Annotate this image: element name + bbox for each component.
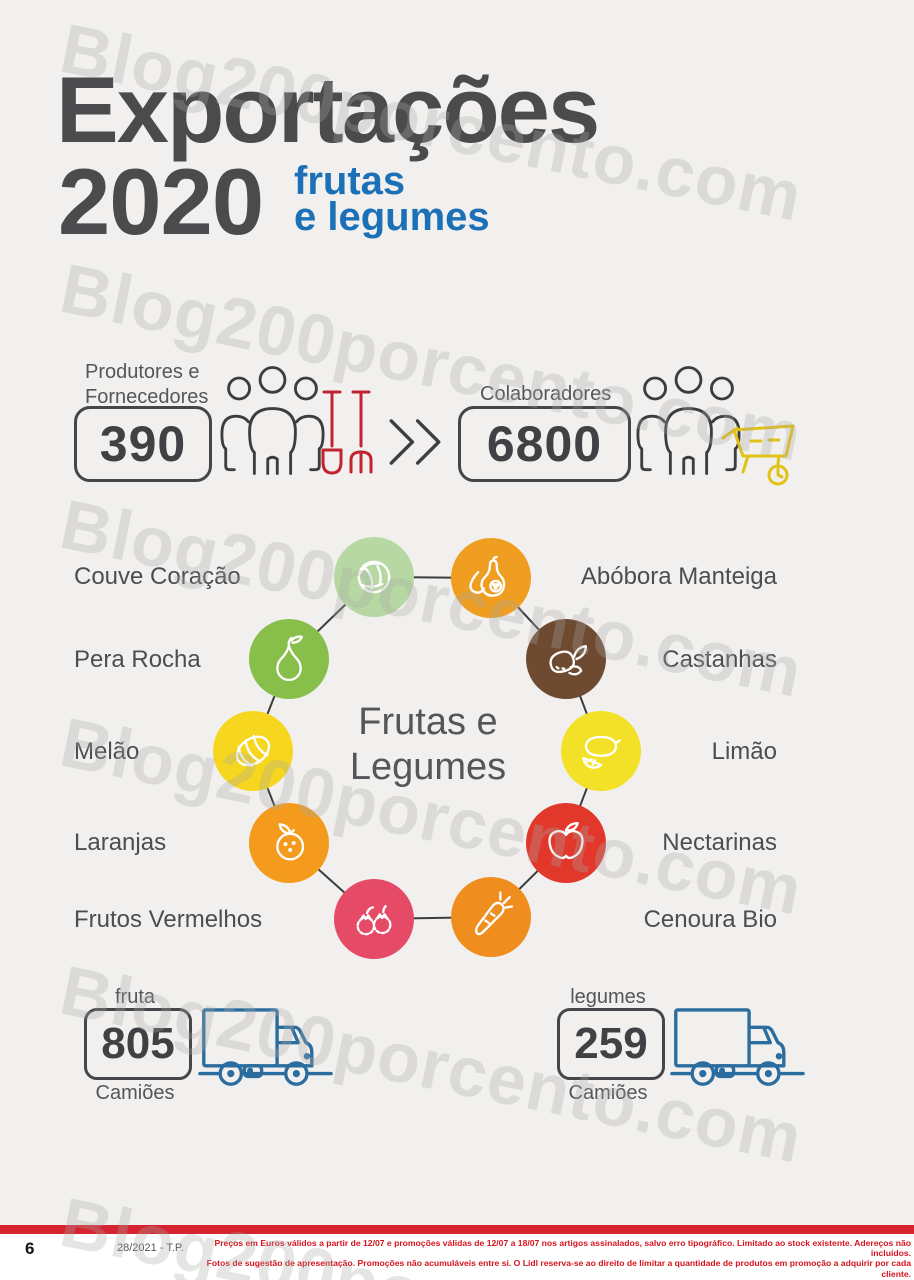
wheel-item-label: Cenoura Bio bbox=[643, 906, 777, 933]
wheel-item-label: Pera Rocha bbox=[74, 646, 201, 673]
page-title-year: 2020 bbox=[58, 149, 264, 254]
nectarine-icon bbox=[548, 822, 584, 860]
producers-label-line1: Produtores e bbox=[85, 361, 200, 383]
page-number: 6 bbox=[25, 1239, 35, 1258]
wheel-item-abobora-manteiga bbox=[451, 538, 531, 618]
subtitle-line2: e legumes bbox=[294, 195, 490, 239]
wheel-item-label: Castanhas bbox=[662, 646, 777, 673]
wheel-item-label: Nectarinas bbox=[662, 829, 777, 856]
collaborators-label: Colaboradores bbox=[480, 383, 612, 405]
subtitle-line1: frutas bbox=[294, 159, 406, 203]
wheel-item-limao bbox=[561, 711, 641, 791]
wheel-item-label: Melão bbox=[74, 738, 140, 765]
cabbage-icon bbox=[357, 560, 391, 594]
fruit-trucks-top-label: fruta bbox=[114, 986, 156, 1008]
carrot-icon bbox=[474, 891, 514, 936]
wheel-item-label: Abóbora Manteiga bbox=[580, 563, 777, 590]
berries-icon bbox=[356, 905, 392, 936]
legal-text: Preços em Euros válidos a partir de 12/0… bbox=[206, 1238, 911, 1280]
box-truck-icon bbox=[198, 1002, 333, 1095]
page-subtitle: frutas e legumes bbox=[294, 159, 490, 239]
edition-code: 28/2021 - T.P. bbox=[117, 1242, 184, 1254]
wheel-item-cenoura-bio bbox=[451, 877, 531, 957]
box-truck-icon bbox=[670, 1002, 805, 1095]
wheel-center-line1: Frutas e bbox=[358, 701, 498, 743]
wheelbarrow-icon bbox=[720, 414, 800, 492]
fruit-trucks-bottom-label: Camiões bbox=[95, 1082, 175, 1104]
page-title: Exportações bbox=[56, 57, 600, 162]
pear-icon bbox=[276, 635, 303, 682]
wheel-item-pera-rocha bbox=[249, 619, 329, 699]
wheel-item-label: Limão bbox=[711, 738, 777, 765]
legal-line2: Fotos de sugestão de apresentação. Promo… bbox=[206, 1258, 911, 1279]
vegetable-trucks-count-box: 259 bbox=[557, 1008, 665, 1080]
vegetable-trucks-top-label: legumes bbox=[570, 986, 646, 1008]
producers-count-box: 390 bbox=[74, 406, 212, 482]
people-group-icon bbox=[220, 360, 325, 480]
shovel-and-pitchfork-icons bbox=[320, 388, 374, 480]
wheel-item-label: Frutos Vermelhos bbox=[74, 906, 263, 933]
chestnut-icon bbox=[549, 645, 587, 676]
wheel-item-label: Laranjas bbox=[74, 829, 167, 856]
vegetable-trucks-bottom-label: Camiões bbox=[568, 1082, 648, 1104]
double-chevron-right-icon bbox=[386, 414, 444, 470]
wheel-item-laranjas bbox=[249, 803, 329, 883]
people-group-icon bbox=[636, 360, 741, 480]
legal-line3: Alguns dos artigos / preços e promoções … bbox=[206, 1279, 911, 1280]
collaborators-count-box: 6800 bbox=[458, 406, 631, 482]
wheel-item-castanhas bbox=[526, 619, 606, 699]
wheel-center-title: Frutas e Legumes bbox=[328, 700, 528, 790]
melon-icon bbox=[235, 734, 271, 768]
footer-strip bbox=[0, 1234, 914, 1280]
wheel-item-frutos-vermelhos bbox=[334, 879, 414, 959]
wheel-item-nectarinas bbox=[526, 803, 606, 883]
squash-icon bbox=[469, 555, 506, 597]
legal-line1: Preços em Euros válidos a partir de 12/0… bbox=[214, 1238, 911, 1259]
producers-label: Produtores e Fornecedores bbox=[85, 360, 208, 410]
producers-label-line2: Fornecedores bbox=[85, 386, 209, 408]
wheel-item-melao bbox=[213, 711, 293, 791]
wheel-item-label: Couve Coração bbox=[74, 563, 241, 590]
lemon-icon bbox=[582, 735, 621, 769]
wheel-item-couve-coracao bbox=[334, 537, 414, 617]
footer-red-bar bbox=[0, 1225, 914, 1234]
wheel-center-line2: Legumes bbox=[349, 746, 507, 788]
orange-icon bbox=[276, 823, 305, 861]
fruit-trucks-count-box: 805 bbox=[84, 1008, 192, 1080]
